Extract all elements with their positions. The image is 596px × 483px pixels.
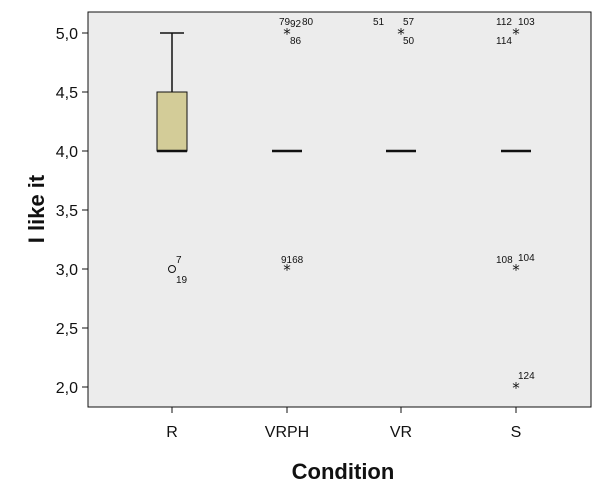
x-tick-label: VR — [390, 424, 412, 441]
y-tick-label: 2,0 — [56, 380, 78, 397]
x-tick-label: R — [166, 424, 178, 441]
outlier-case-label: 80 — [302, 17, 314, 28]
y-axis: 2,0 2,5 3,0 3,5 4,0 4,5 5,0 — [56, 26, 88, 397]
x-tick-label: VRPH — [265, 424, 309, 441]
outlier-case-label: 114 — [496, 36, 512, 47]
y-tick-label: 5,0 — [56, 26, 78, 43]
outlier-case-label: 92 — [290, 19, 302, 30]
outlier-r: 7 19 — [168, 255, 188, 286]
outlier-case-label: 51 — [373, 17, 385, 28]
box-iqr — [156, 91, 188, 152]
outlier-case-label: 124 — [518, 371, 535, 382]
outlier-star-marker: * — [512, 261, 520, 279]
box-r — [156, 32, 188, 153]
outlier-case-label: 86 — [290, 36, 302, 47]
y-tick-label: 3,5 — [56, 203, 78, 220]
y-tick-label: 4,0 — [56, 144, 78, 161]
outlier-case-label: 104 — [518, 253, 535, 264]
outlier-case-label: 9168 — [281, 255, 304, 266]
y-axis-title: I like it — [24, 174, 49, 243]
outlier-star-marker: * — [512, 25, 520, 43]
outlier-vr: * 51 57 50 — [373, 17, 415, 47]
y-tick-label: 4,5 — [56, 85, 78, 102]
outlier-circle-marker — [168, 265, 176, 273]
outlier-case-label: 7 — [176, 255, 182, 266]
outlier-star-marker: * — [283, 25, 291, 43]
outlier-case-label: 108 — [496, 255, 513, 266]
y-tick-label: 2,5 — [56, 321, 78, 338]
box-series — [156, 32, 531, 153]
outlier-s: *112 103 114 — [496, 17, 535, 47]
outlier-case-label: 57 — [403, 17, 415, 28]
outlier-s: *108 104 — [496, 253, 535, 279]
plot-area — [87, 11, 592, 408]
x-axis-title: Condition — [292, 459, 395, 483]
outlier-case-label: 112 — [496, 17, 512, 28]
outlier-star-marker: * — [397, 25, 405, 43]
x-tick-label: S — [511, 424, 522, 441]
y-tick-label: 3,0 — [56, 262, 78, 279]
outlier-case-label: 79 — [279, 17, 291, 28]
outlier-star-marker: * — [283, 261, 291, 279]
outlier-case-label: 19 — [176, 275, 188, 286]
outlier-star-marker: * — [512, 379, 520, 397]
outlier-case-label: 50 — [403, 36, 415, 47]
outlier-vrph: *9168 — [281, 255, 304, 279]
outlier-s: *124 — [512, 371, 535, 397]
outlier-case-label: 103 — [518, 17, 535, 28]
x-axis: R VRPH VR S — [166, 407, 521, 441]
